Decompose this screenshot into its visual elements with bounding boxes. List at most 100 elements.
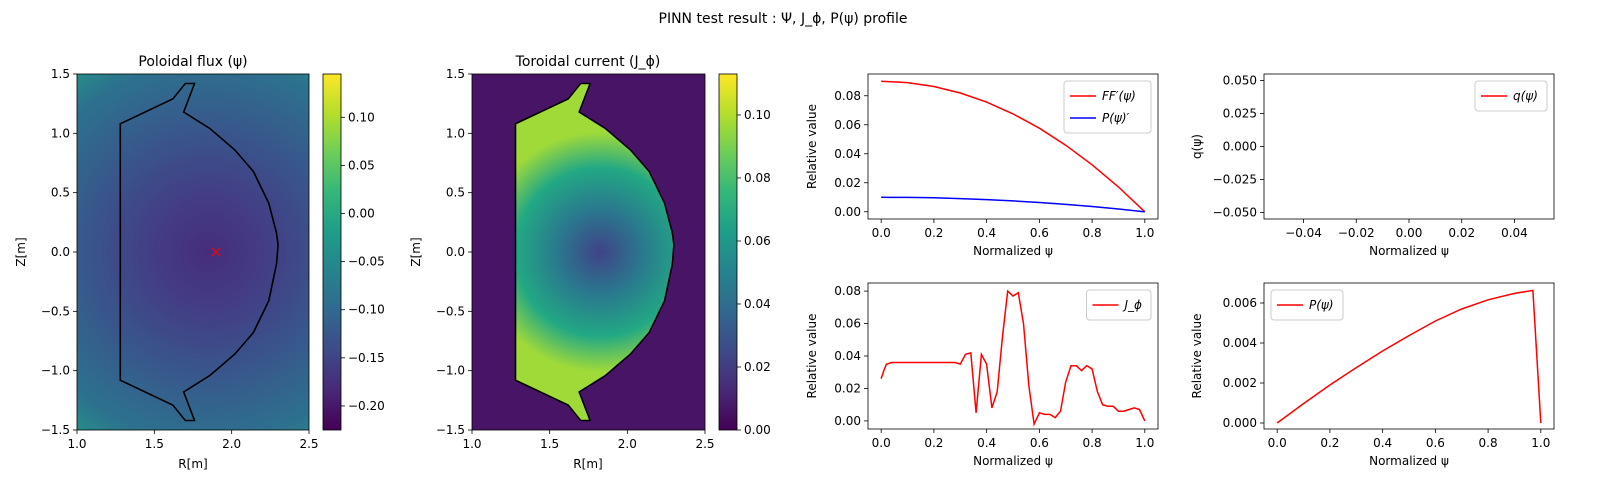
x-tick-label: 0.4: [977, 226, 996, 240]
colorbar: [718, 73, 738, 431]
x-axis-label: R[m]: [573, 457, 602, 471]
plasma-boundary: [514, 82, 675, 422]
y-tick-label: 0.004: [1223, 336, 1257, 350]
y-tick-label: 1.5: [446, 67, 465, 81]
x-tick-label: 1.5: [540, 437, 559, 451]
y-tick-label: 0.08: [834, 89, 861, 103]
legend: P(ψ): [1270, 289, 1344, 321]
colorbar-tick-label: 0.00: [348, 207, 375, 221]
legend-box: [1063, 80, 1152, 134]
colorbar-tick-label: 0.00: [744, 423, 771, 437]
x-tick-label: 0.2: [1320, 436, 1339, 450]
legend-label: FF′(ψ): [1102, 89, 1136, 103]
x-tick-label: 1.0: [67, 437, 86, 451]
jphi-profile-panel: 0.0 0.2 0.4 0.6 0.8 1.0 0.00 0.02 0.04 0.06 0.08 No…: [805, 282, 1159, 468]
colorbar: [322, 73, 342, 431]
panel-title: Poloidal flux (ψ): [138, 54, 247, 70]
y-tick-label: 1.0: [446, 126, 465, 140]
x-tick-label: 1.0: [1531, 436, 1550, 450]
x-tick-label: 0.2: [924, 436, 943, 450]
colorbar-tick-label: −0.05: [348, 255, 385, 269]
y-axis-label: Relative value: [805, 314, 819, 399]
y-tick-label: 0.04: [834, 147, 861, 161]
x-axis-label: Normalized ψ: [1369, 244, 1449, 258]
series-line: [880, 289, 1146, 427]
safety-factor-panel: −0.04 −0.02 0.00 0.02 0.04 −0.050 −0.025 0.000 0…: [1190, 74, 1555, 258]
plot-frame: [867, 73, 1159, 220]
x-tick-label: 0.0: [872, 226, 891, 240]
x-tick-label: −0.04: [1285, 226, 1322, 240]
y-tick-label: −1.5: [436, 423, 465, 437]
colorbar-tick-label: 0.10: [348, 110, 375, 124]
y-tick-label: 0.0: [51, 245, 70, 259]
colorbar-tick-label: −0.10: [348, 303, 385, 317]
colorbar-tick-label: 0.04: [744, 297, 771, 311]
y-tick-label: −0.5: [41, 304, 70, 318]
legend: q(ψ): [1474, 80, 1548, 112]
x-tick-label: 0.0: [872, 436, 891, 450]
panel-title: Toroidal current (J_ϕ): [515, 54, 661, 70]
pressure-profile-panel: 0.0 0.2 0.4 0.6 0.8 1.0 0.000 0.002 0.004 0.006 No…: [1190, 282, 1555, 468]
y-tick-label: 0.5: [51, 186, 70, 200]
y-tick-label: 0.000: [1223, 416, 1257, 430]
x-tick-label: 2.0: [618, 437, 637, 451]
colorbar-tick-label: −0.20: [348, 399, 385, 413]
x-tick-label: 0.4: [977, 436, 996, 450]
y-tick-label: −1.5: [41, 423, 70, 437]
y-tick-label: 0.06: [834, 317, 861, 331]
x-axis-label: Normalized ψ: [973, 454, 1053, 468]
legend-box: [1086, 289, 1152, 321]
y-tick-label: 0.5: [446, 186, 465, 200]
x-tick-label: 0.0: [1268, 436, 1287, 450]
x-tick-label: 0.00: [1396, 226, 1423, 240]
legend: FF′(ψ) P(ψ)′: [1063, 80, 1152, 134]
series-line: [881, 196, 1145, 213]
y-tick-label: 0.025: [1223, 107, 1257, 121]
x-tick-label: 0.02: [1448, 226, 1475, 240]
legend-label: P(ψ): [1309, 298, 1334, 312]
figure-title: PINN test result : Ψ, J_ϕ, P(ψ) profile: [659, 11, 908, 27]
y-tick-label: 0.002: [1223, 376, 1257, 390]
colorbar-tick-label: 0.05: [348, 158, 375, 172]
x-tick-label: 1.0: [1135, 436, 1154, 450]
x-tick-label: 2.0: [222, 437, 241, 451]
x-tick-label: 2.5: [695, 437, 714, 451]
x-tick-label: 0.6: [1426, 436, 1445, 450]
legend-box: [1474, 80, 1548, 112]
y-tick-label: −1.0: [41, 364, 70, 378]
y-tick-label: 0.050: [1223, 74, 1257, 88]
legend-box: [1270, 289, 1344, 321]
plot-frame: [1263, 282, 1555, 430]
colorbar-tick-label: 0.10: [744, 108, 771, 122]
x-tick-label: 2.5: [299, 437, 318, 451]
x-tick-label: −0.02: [1338, 226, 1375, 240]
x-axis-label: Normalized ψ: [973, 244, 1053, 258]
x-tick-label: 1.0: [462, 437, 481, 451]
x-tick-label: 0.2: [924, 226, 943, 240]
y-tick-label: 0.0: [446, 245, 465, 259]
x-tick-label: 0.04: [1501, 226, 1528, 240]
plasma-boundary: [119, 82, 279, 422]
y-axis-label: Relative value: [805, 104, 819, 189]
y-tick-label: 1.5: [51, 67, 70, 81]
x-tick-label: 0.6: [1030, 226, 1049, 240]
y-tick-label: −0.050: [1213, 205, 1257, 219]
y-tick-label: −0.5: [436, 304, 465, 318]
x-tick-label: 0.8: [1083, 226, 1102, 240]
x-axis-label: Normalized ψ: [1369, 454, 1449, 468]
poloidal-flux-panel: 1.0 1.5 2.0 2.5 1.5 1.0 0.5 0.0 −0.5 −1.0 −1.5 Pol…: [14, 54, 385, 471]
x-tick-label: 0.8: [1083, 436, 1102, 450]
y-tick-label: 0.000: [1223, 140, 1257, 154]
y-tick-label: 0.08: [834, 284, 861, 298]
legend-label: q(ψ): [1513, 89, 1538, 103]
y-axis-label: Z[m]: [409, 237, 423, 266]
colorbar-tick-label: −0.15: [348, 351, 385, 365]
y-axis-label: Z[m]: [14, 237, 28, 266]
poloidal-flux-field: [77, 74, 309, 430]
legend-label: J_ϕ: [1123, 298, 1143, 312]
colorbar-tick-label: 0.02: [744, 360, 771, 374]
y-tick-label: 0.006: [1223, 296, 1257, 310]
series-line: [1276, 289, 1542, 424]
colorbar-tick-label: 0.06: [744, 234, 771, 248]
